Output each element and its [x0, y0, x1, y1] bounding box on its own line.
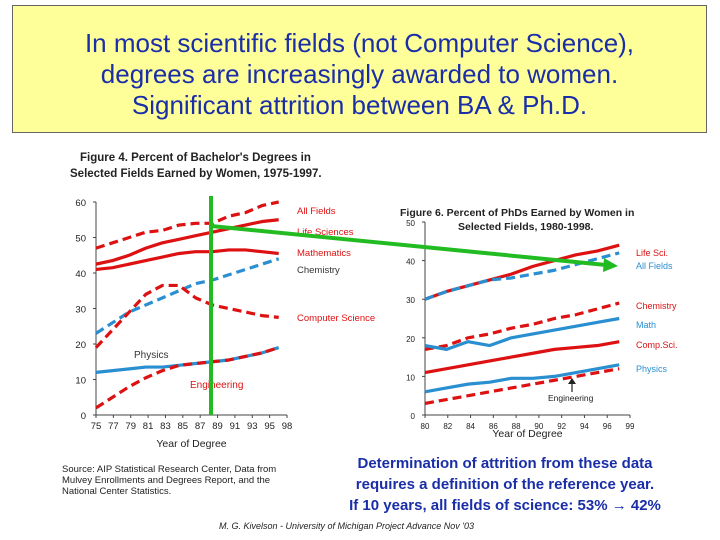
chart-2-legend-engineering: Engineering: [548, 393, 594, 403]
attrition-connector-line: [210, 224, 607, 267]
chart-1-x-tick-label: 79: [125, 421, 136, 432]
chart-1-y-tick-label: 30: [75, 305, 86, 316]
chart-2-x-tick-label: 96: [603, 422, 612, 431]
chart-2-y-tick-label: 50: [406, 219, 415, 228]
chart-1-series-physics: [95, 346, 280, 374]
chart-1-y-tick-label: 10: [75, 376, 86, 387]
chart-2-x-tick-label: 99: [626, 422, 635, 431]
chart-2-series-comp-sci: [424, 340, 620, 375]
chart-1-x-tick-label: 85: [178, 421, 189, 432]
chart-1-legend-chemistry: Chemistry: [297, 265, 340, 276]
chart-1-y-tick-label: 20: [75, 340, 86, 351]
chart-2-title-line-1: Figure 6. Percent of PhDs Earned by Wome…: [400, 207, 634, 219]
chart-1-x-tick-label: 91: [230, 421, 241, 432]
attrition-note-line-1: Determination of attrition from these da…: [357, 455, 653, 472]
chart-1-y-tick-label: 0: [81, 411, 86, 422]
attrition-arrow-head: [603, 258, 618, 272]
chart-2-annotation-arrow-head: [568, 378, 576, 384]
chart-2-y-tick-label: 20: [406, 335, 415, 344]
chart-2-x-tick-label: 94: [580, 422, 589, 431]
chart-2-y-tick-label: 30: [406, 296, 415, 305]
chart-1-x-tick-label: 81: [143, 421, 154, 432]
chart-1-series-engineering: [95, 346, 280, 410]
chart-2-title-line-2: Selected Fields, 1980-1998.: [458, 221, 593, 233]
attrition-note-line-3: If 10 years, all fields of science: 53% …: [349, 497, 661, 514]
author-credit: M. G. Kivelson - University of Michigan …: [219, 521, 474, 531]
slide-title: In most scientific fields (not Computer …: [12, 5, 707, 133]
chart-2-series-physics: [424, 363, 620, 394]
title-line-3: Significant attrition between BA & Ph.D.: [131, 90, 588, 120]
chart-1-legend-engineering: Engineering: [190, 380, 243, 391]
chart-2-legend-physics: Physics: [636, 364, 668, 374]
chart-1-x-label: Year of Degree: [156, 438, 226, 450]
chart-1-legend-computer-science: Computer Science: [297, 313, 375, 324]
chart-2-legend-life-sci: Life Sci.: [636, 248, 668, 258]
chart-2-legend-comp-sci: Comp.Sci.: [636, 340, 678, 350]
chart-1-legend-physics: Physics: [134, 350, 168, 361]
chart-1-series-life-sciences: [95, 200, 280, 250]
chart-2-x-tick-label: 86: [489, 422, 498, 431]
source-note: Source: AIP Statistical Research Center,…: [62, 464, 277, 497]
attrition-note-line-2: requires a definition of the reference y…: [355, 476, 655, 493]
chart-2-series-chemistry: [424, 301, 620, 351]
chart-2-x-tick-label: 88: [512, 422, 521, 431]
chart-1-x-tick-label: 93: [247, 421, 258, 432]
chart-1-title-line-1: Figure 4. Percent of Bachelor's Degrees …: [80, 152, 311, 164]
chart-2-legend-chemistry: Chemistry: [636, 301, 677, 311]
chart-1-title-line-2: Selected Fields Earned by Women, 1975-19…: [70, 168, 322, 180]
chart-2-series-engineering: [424, 367, 620, 405]
chart-2-x-tick-label: 82: [443, 422, 452, 431]
title-line-2: degrees are increasingly awarded to wome…: [100, 59, 619, 89]
chart-1-y-tick-label: 50: [75, 234, 86, 245]
chart-2-legend-math: Math: [636, 320, 656, 330]
title-line-1: In most scientific fields (not Computer …: [84, 28, 635, 58]
chart-1-y-tick-label: 60: [75, 198, 86, 209]
chart-2-x-label: Year of Degree: [492, 428, 562, 440]
chart-1-legend-all-fields: All Fields: [297, 206, 336, 217]
chart-2-x-tick-label: 80: [421, 422, 430, 431]
chart-1-legend-life-sciences: Life Sciences: [297, 227, 354, 238]
chart-1-x-tick-label: 98: [282, 421, 293, 432]
chart-1-series-mathematics: [95, 248, 279, 272]
chart-1-x-tick-label: 75: [91, 421, 102, 432]
chart-1-x-tick-label: 87: [195, 421, 206, 432]
chart-2-series-all-fields: [424, 251, 620, 301]
chart-1-series-all-fields: [95, 218, 279, 266]
chart-1-legend-mathematics: Mathematics: [297, 248, 351, 259]
chart-2-y-tick-label: 0: [411, 412, 416, 421]
chart-1-series-chemistry: [95, 257, 280, 335]
chart-2-y-tick-label: 40: [406, 258, 415, 267]
chart-2-y-tick-label: 10: [406, 373, 415, 382]
chart-1-x-tick-label: 77: [108, 421, 119, 432]
chart-2-x-tick-label: 90: [534, 422, 543, 431]
chart-2-series-math: [424, 316, 620, 351]
chart-2-legend-all-fields: All Fields: [636, 261, 673, 271]
attrition-note: Determination of attrition from these da…: [300, 453, 710, 516]
chart-1-series-computer-science: [94, 283, 279, 349]
chart-2-x-tick-label: 92: [557, 422, 566, 431]
chart-1-x-tick-label: 89: [212, 421, 223, 432]
chart-2-x-tick-label: 84: [466, 422, 475, 431]
chart-1-y-tick-label: 40: [75, 269, 86, 280]
chart-1-x-tick-label: 83: [160, 421, 171, 432]
chart-1-x-tick-label: 95: [264, 421, 275, 432]
